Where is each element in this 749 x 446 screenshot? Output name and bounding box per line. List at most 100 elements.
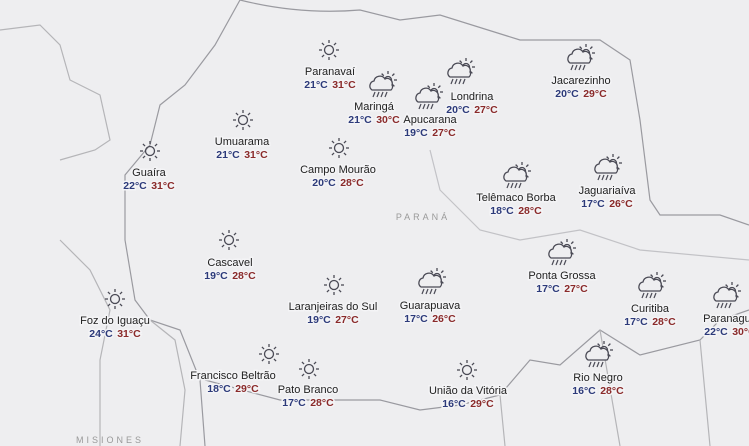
cloud bbox=[585, 345, 610, 361]
sun-core bbox=[328, 279, 340, 291]
rain-drop bbox=[720, 302, 724, 309]
temp-max: 31°C bbox=[332, 79, 356, 91]
sun-core bbox=[333, 142, 345, 154]
sun-ray bbox=[471, 362, 475, 366]
rain-drop bbox=[578, 64, 582, 71]
rain-drop bbox=[384, 91, 388, 98]
sun-ray bbox=[313, 373, 317, 377]
sun-ray bbox=[607, 343, 611, 347]
temperatures: 21°C 30°C bbox=[348, 110, 400, 127]
sun-ray bbox=[471, 374, 475, 378]
rain-drop bbox=[425, 288, 429, 295]
temp-max: 27°C bbox=[335, 314, 359, 326]
rain-drop bbox=[458, 78, 462, 85]
temp-min: 17°C bbox=[536, 283, 560, 295]
rain-drop bbox=[462, 78, 466, 85]
sun-ray bbox=[338, 277, 342, 281]
temp-min: 20°C bbox=[312, 177, 336, 189]
cloud bbox=[418, 272, 443, 288]
sun-ray bbox=[560, 241, 564, 245]
temperatures: 19°C 28°C bbox=[204, 266, 256, 283]
temperatures: 21°C 31°C bbox=[304, 75, 356, 92]
sun-ray bbox=[525, 164, 529, 168]
temp-min: 24°C bbox=[89, 328, 113, 340]
sun-ray bbox=[233, 244, 237, 248]
city-name: Paranavaí bbox=[305, 66, 355, 78]
temperatures: 19°C 27°C bbox=[404, 123, 456, 140]
rain-drop bbox=[649, 292, 653, 299]
city-name: União da Vitória bbox=[429, 385, 508, 397]
sun-ray bbox=[338, 289, 342, 293]
temp-max: 27°C bbox=[474, 104, 498, 116]
weather-icon bbox=[415, 83, 443, 110]
sun-ray bbox=[261, 358, 265, 362]
sun-ray bbox=[343, 140, 347, 144]
sun-ray bbox=[107, 291, 111, 295]
sun-ray bbox=[331, 152, 335, 156]
temp-max: 28°C bbox=[340, 177, 364, 189]
temp-min: 18°C bbox=[207, 383, 231, 395]
sun-core bbox=[109, 293, 121, 305]
temp-min: 17°C bbox=[404, 313, 428, 325]
city-name: Londrina bbox=[451, 91, 495, 103]
sun-ray bbox=[459, 374, 463, 378]
temp-min: 16°C bbox=[572, 385, 596, 397]
weather-icon bbox=[585, 341, 613, 368]
temp-min: 19°C bbox=[307, 314, 331, 326]
weather-icon bbox=[548, 239, 576, 266]
sun-ray bbox=[333, 42, 337, 46]
weather-icon bbox=[369, 71, 397, 98]
sun-ray bbox=[579, 46, 583, 50]
sun-ray bbox=[326, 289, 330, 293]
weather-icon bbox=[713, 282, 741, 309]
sun-ray bbox=[221, 232, 225, 236]
temp-max: 28°C bbox=[232, 270, 256, 282]
temp-min: 20°C bbox=[555, 88, 579, 100]
rain-drop bbox=[592, 361, 596, 368]
weather-icon bbox=[457, 360, 477, 380]
rain-drop bbox=[563, 259, 567, 266]
temperatures: 17°C 28°C bbox=[282, 393, 334, 410]
rain-drop bbox=[430, 103, 434, 110]
sun-ray bbox=[381, 73, 385, 77]
weather-icon bbox=[503, 162, 531, 189]
rain-drop bbox=[555, 259, 559, 266]
rain-drop bbox=[506, 182, 510, 189]
sun-ray bbox=[301, 361, 305, 365]
rain-drop bbox=[574, 64, 578, 71]
sun-ray bbox=[142, 143, 146, 147]
city-name: Telêmaco Borba bbox=[476, 192, 556, 204]
sun-core bbox=[303, 363, 315, 375]
temp-min: 21°C bbox=[216, 149, 240, 161]
weather-icon bbox=[219, 230, 239, 250]
temperatures: 19°C 27°C bbox=[307, 310, 359, 327]
temp-min: 20°C bbox=[446, 104, 470, 116]
city-name: Apucarana bbox=[403, 114, 457, 126]
weather-icon bbox=[299, 359, 319, 379]
rain-drop bbox=[653, 292, 657, 299]
city-name: Guaíra bbox=[132, 167, 167, 179]
rain-drop bbox=[514, 182, 518, 189]
city-name: Ponta Grossa bbox=[528, 270, 596, 282]
rain-drop bbox=[559, 259, 563, 266]
temp-max: 29°C bbox=[470, 398, 494, 410]
city-name: Guarapuava bbox=[400, 300, 461, 312]
sun-ray bbox=[326, 277, 330, 281]
sun-ray bbox=[235, 124, 239, 128]
rain-drop bbox=[510, 182, 514, 189]
city-name: Maringá bbox=[354, 101, 395, 113]
